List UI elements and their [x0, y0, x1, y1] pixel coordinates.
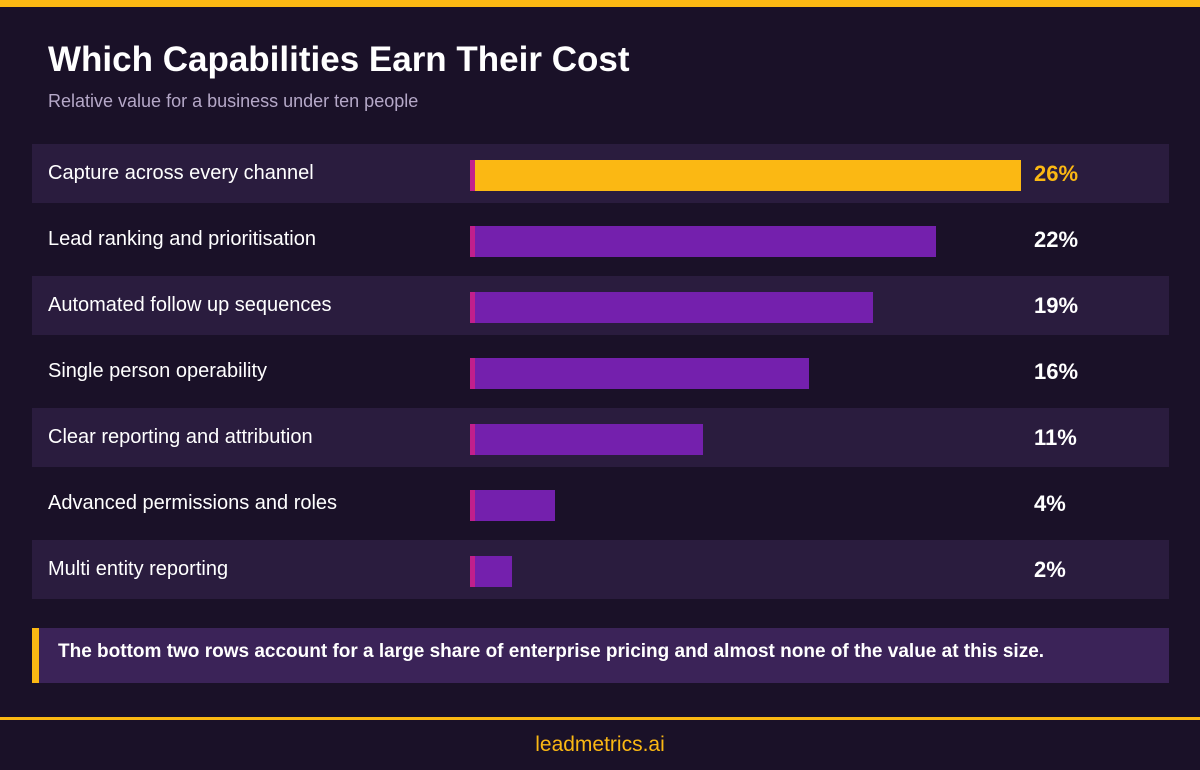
- category-label: Multi entity reporting: [48, 558, 229, 580]
- category-label: Lead ranking and prioritisation: [48, 228, 316, 250]
- chart-row: Lead ranking and prioritisation 22%: [32, 210, 1169, 269]
- chart-row: Multi entity reporting 2%: [32, 540, 1169, 599]
- bar-cap: [470, 424, 475, 455]
- bar: [470, 292, 873, 323]
- bar-cap: [470, 358, 475, 389]
- bar: [470, 160, 1021, 191]
- footer-divider: [0, 717, 1200, 720]
- chart-row: Advanced permissions and roles 4%: [32, 474, 1169, 533]
- chart-row: Automated follow up sequences 19%: [32, 276, 1169, 335]
- bar-cap: [470, 490, 475, 521]
- bar: [470, 226, 936, 257]
- bar-chart: Capture across every channel 26% Lead rank…: [32, 144, 1169, 606]
- bar: [470, 358, 809, 389]
- footer-brand: leadmetrics.ai: [535, 733, 665, 756]
- category-label: Clear reporting and attribution: [48, 426, 313, 448]
- bar: [470, 424, 703, 455]
- bar-cap: [470, 556, 475, 587]
- chart-row: Clear reporting and attribution 11%: [32, 408, 1169, 467]
- value-label: 19%: [1034, 293, 1079, 318]
- category-label: Capture across every channel: [48, 162, 314, 184]
- top-accent-stripe: [0, 0, 1200, 7]
- bar-cap: [470, 226, 475, 257]
- category-label: Automated follow up sequences: [48, 294, 332, 316]
- value-label: 4%: [1034, 491, 1066, 516]
- callout-box: The bottom two rows account for a large …: [32, 628, 1169, 683]
- category-label: Single person operability: [48, 360, 268, 382]
- chart-row: Single person operability 16%: [32, 342, 1169, 401]
- callout-accent-bar: [32, 628, 39, 683]
- category-label: Advanced permissions and roles: [48, 492, 338, 514]
- callout-text: The bottom two rows account for a large …: [58, 641, 1045, 662]
- bar-cap: [470, 160, 475, 191]
- value-label: 11%: [1034, 425, 1077, 450]
- bar: [470, 556, 512, 587]
- bar: [470, 490, 555, 521]
- value-label: 16%: [1034, 359, 1079, 384]
- value-label: 26%: [1034, 161, 1079, 186]
- chart-subtitle: Relative value for a business under ten …: [48, 91, 419, 111]
- value-label: 2%: [1034, 557, 1066, 582]
- chart-row: Capture across every channel 26%: [32, 144, 1169, 203]
- value-label: 22%: [1034, 227, 1079, 252]
- chart-title: Which Capabilities Earn Their Cost: [48, 40, 630, 79]
- bar-cap: [470, 292, 475, 323]
